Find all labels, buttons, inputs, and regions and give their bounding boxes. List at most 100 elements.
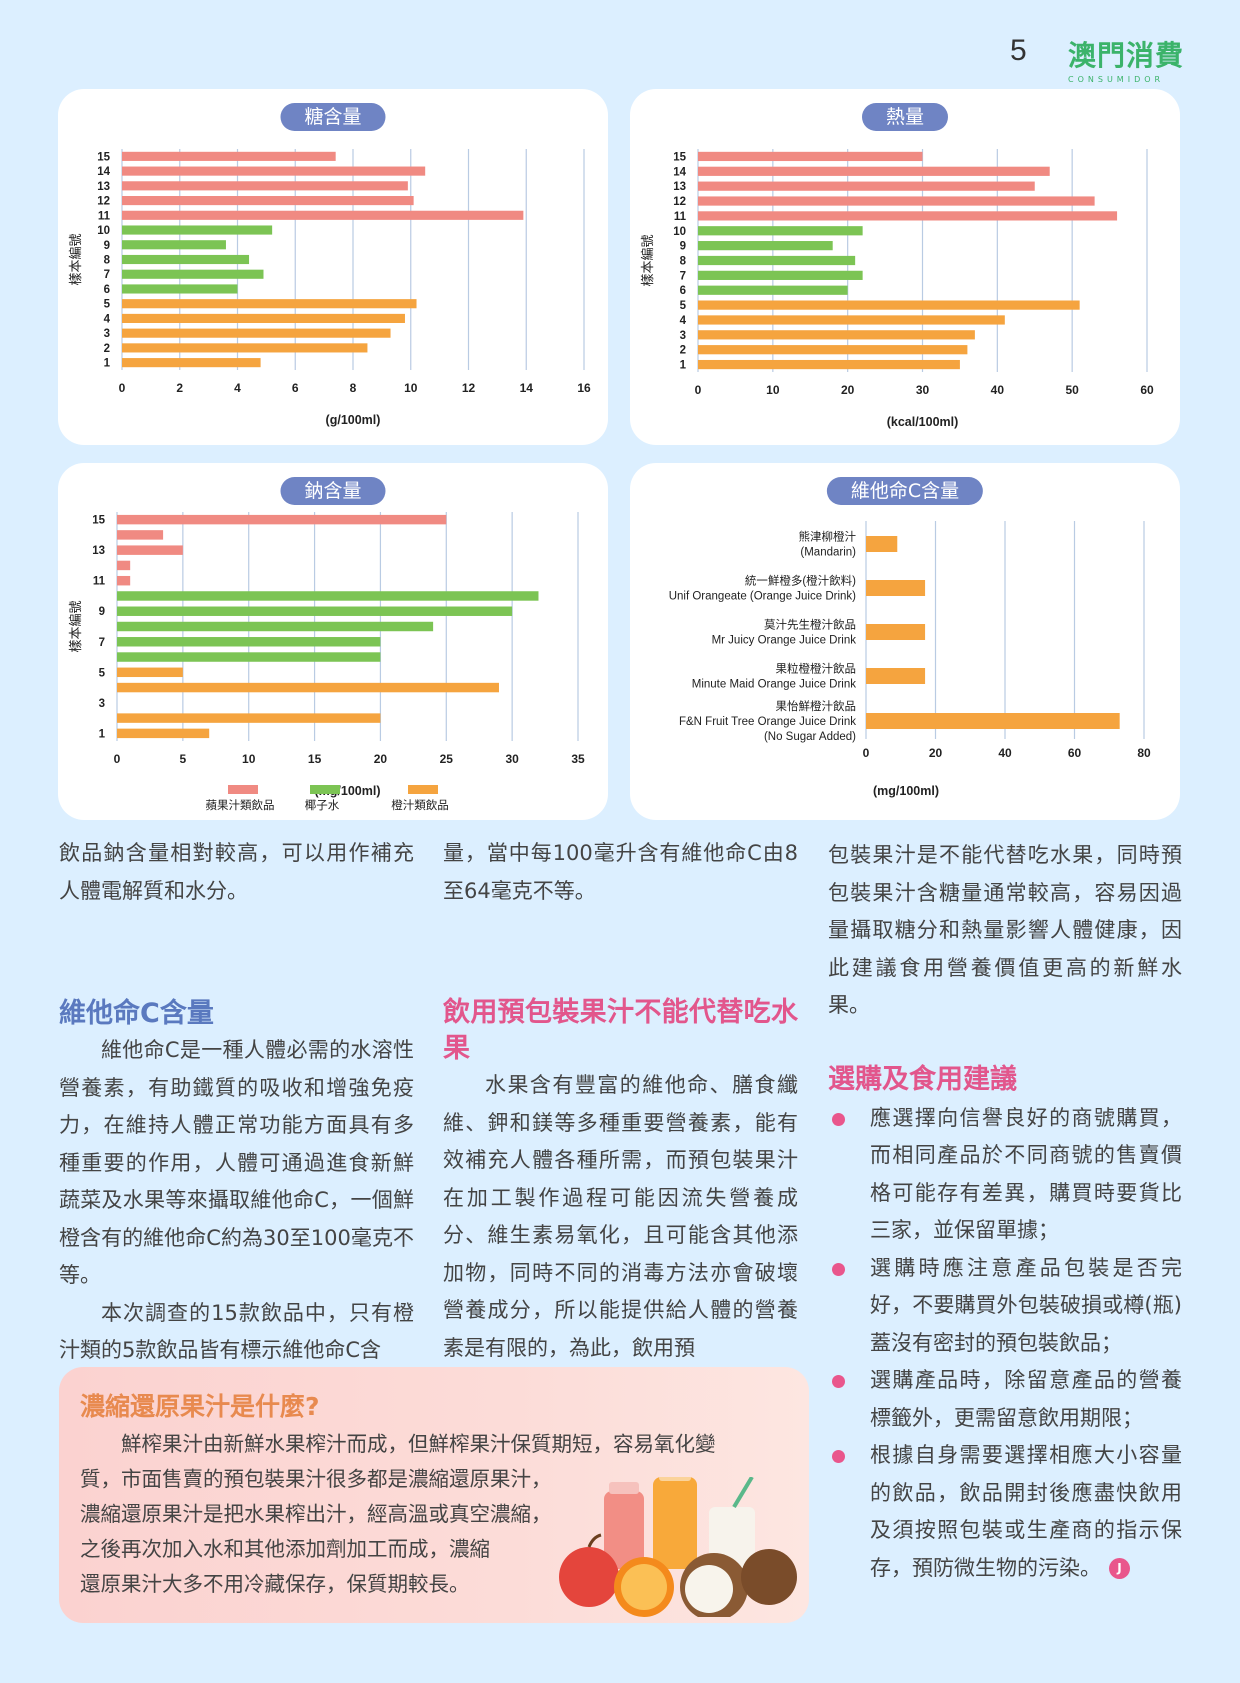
purchase-advice-heading: 選購及食用建議 <box>828 1063 1017 1095</box>
infobox-line: 質，市面售賣的預包裝果汁很多都是濃縮還原果汁， <box>80 1467 552 1491</box>
bar <box>122 343 368 353</box>
y-tick-label: 4 <box>680 315 687 327</box>
category-label: (Mandarin) <box>800 547 856 559</box>
y-tick-label: 1 <box>680 360 687 372</box>
col3-paragraph-1: 包裝果汁是不能代替吃水果，同時預包裝果汁含糖量通常較高，容易因過量攝取糖分和熱量… <box>828 843 1182 1017</box>
x-tick-label: 10 <box>766 383 780 397</box>
category-label: F&N Fruit Tree Orange Juice Drink <box>679 716 856 728</box>
bar <box>866 536 898 552</box>
calories-chart-card: 熱量 0 10 20 30 40 50 60 1 2 3 4 5 6 7 8 9 10 11 12 13 14 15 樣本編… <box>630 89 1180 445</box>
category-label: 果粒橙橙汁飲品 <box>776 662 857 676</box>
y-tick-label: 6 <box>680 285 686 297</box>
y-axis-label: 樣本編號 <box>68 600 83 652</box>
y-tick-label: 9 <box>99 606 105 618</box>
y-tick-label: 5 <box>680 300 687 312</box>
x-tick-label: 80 <box>1137 746 1151 760</box>
bar <box>117 637 381 647</box>
category-label: 果怡鮮橙汁飲品 <box>776 699 857 713</box>
bar <box>698 166 1050 176</box>
bar <box>698 151 923 162</box>
col2-paragraph-2: 水果含有豐富的維他命、膳食纖維、鉀和鎂等多種重要營養素，能有效補充人體各種所需，… <box>443 1073 798 1360</box>
bar <box>698 181 1035 191</box>
y-tick-label: 13 <box>97 181 110 193</box>
y-tick-label: 14 <box>673 166 686 178</box>
category-label: 熊津柳橙汁 <box>799 530 857 544</box>
y-tick-label: 9 <box>680 241 686 253</box>
y-tick-label: 9 <box>104 240 110 252</box>
y-tick-label: 10 <box>97 225 110 237</box>
category-label: (No Sugar Added) <box>764 731 856 743</box>
infobox-title: 濃縮還原果汁是什麼? <box>80 1392 320 1421</box>
column-2: 量，當中每100毫升含有維他命C由8至64毫克不等。 飲用預包裝果汁不能代替吃水… <box>443 835 798 1367</box>
col1-paragraph-3: 本次調查的15款飲品中，只有橙汁類的5款飲品皆有標示維他命C含 <box>59 1300 414 1363</box>
category-label: Unif Orangeate (Orange Juice Drink) <box>669 591 856 603</box>
legend-label: 橙汁類飲品 <box>391 798 449 812</box>
y-tick-label: 5 <box>104 299 111 311</box>
logo-en: CONSUMIDOR <box>1068 75 1165 84</box>
apple <box>559 1547 619 1607</box>
logo: 澳門消費 CONSUMIDOR <box>1068 34 1186 84</box>
advice-item: 應選擇向信譽良好的商號購買，而相同產品於不同商號的售賣價格可能存有差異，購買時要… <box>828 1100 1182 1250</box>
bar <box>698 359 960 370</box>
advice-item: 選購時應注意產品包裝是否完好，不要購買外包裝破損或樽(瓶)蓋沒有密封的預包裝飲品… <box>828 1250 1182 1363</box>
orange-juice-bottle <box>653 1477 697 1569</box>
bar <box>122 166 426 176</box>
sodium-chart-title: 鈉含量 <box>280 477 386 505</box>
bar <box>698 226 863 236</box>
end-mark-icon: J <box>1109 1558 1130 1579</box>
legend-swatch <box>310 785 340 794</box>
x-axis-label: (kcal/100ml) <box>887 415 959 429</box>
category-label: 統一鮮橙多(橙汁飲料) <box>745 574 856 588</box>
x-tick-label: 0 <box>863 746 870 760</box>
x-tick-label: 8 <box>350 381 357 395</box>
y-tick-label: 15 <box>92 515 105 527</box>
x-axis-label: (g/100ml) <box>326 413 381 427</box>
juice-fruit-illustration <box>559 1477 797 1617</box>
bar <box>117 728 210 739</box>
y-tick-label: 13 <box>92 545 105 557</box>
advice-list: 應選擇向信譽良好的商號購買，而相同產品於不同商號的售賣價格可能存有差異，購買時要… <box>828 1100 1182 1588</box>
y-tick-label: 12 <box>97 196 110 208</box>
advice-item: 選購產品時，除留意產品的營養標籤外，更需留意飲用期限； <box>828 1362 1182 1437</box>
bar <box>698 211 1118 221</box>
sodium-chart-card: 鈉含量 0 5 10 15 20 25 30 35 1 3 5 7 9 11 13 15 樣本編號 (mg/100… <box>58 463 608 820</box>
y-tick-label: 8 <box>680 256 687 268</box>
category-label: Minute Maid Orange Juice Drink <box>692 679 857 691</box>
sugar-chart-title: 糖含量 <box>280 103 386 131</box>
bar <box>117 545 183 555</box>
y-tick-label: 11 <box>674 211 687 223</box>
bar <box>117 652 381 662</box>
x-tick-label: 40 <box>998 746 1012 760</box>
vitc-chart-card: 維他命C含量 0 20 40 60 80 熊津柳橙汁 (Mandarin) 統一鮮橙多(橙汁飲… <box>630 463 1180 820</box>
bar <box>122 151 336 161</box>
x-tick-label: 4 <box>234 381 241 395</box>
bar <box>117 560 131 571</box>
logo-zh: 澳門消費 <box>1068 39 1185 72</box>
x-tick-label: 5 <box>180 752 187 766</box>
bar <box>866 668 926 684</box>
y-tick-label: 7 <box>104 269 110 281</box>
sugar-chart-card: 糖含量 0 2 4 6 8 10 12 14 16 1 2 3 4 5 6 7 8 9 10 11 12 13 14 15 樣本… <box>58 89 608 445</box>
x-tick-label: 20 <box>929 746 943 760</box>
bar <box>698 196 1095 206</box>
bar <box>122 313 405 324</box>
x-tick-label: 16 <box>577 381 591 395</box>
x-tick-label: 10 <box>404 381 418 395</box>
bar <box>122 284 238 294</box>
bar <box>866 713 1120 729</box>
bar <box>698 300 1080 310</box>
x-axis-label: (mg/100ml) <box>873 784 939 798</box>
x-tick-label: 30 <box>916 383 930 397</box>
juice-not-replace-fruit-heading: 飲用預包裝果汁不能代替吃水果 <box>443 997 798 1064</box>
y-tick-label: 2 <box>680 345 686 357</box>
legend-swatch <box>408 785 438 794</box>
y-tick-label: 13 <box>673 181 686 193</box>
bar <box>117 575 131 586</box>
y-tick-label: 7 <box>680 270 686 282</box>
x-tick-label: 0 <box>114 752 121 766</box>
bar <box>698 241 833 251</box>
bar <box>122 254 250 265</box>
advice-item: 根據自身需要選擇相應大小容量的飲品，飲品開封後應盡快飲用及須按照包裝或生產商的指… <box>828 1437 1182 1587</box>
x-tick-label: 15 <box>308 752 322 766</box>
bar <box>122 358 261 368</box>
